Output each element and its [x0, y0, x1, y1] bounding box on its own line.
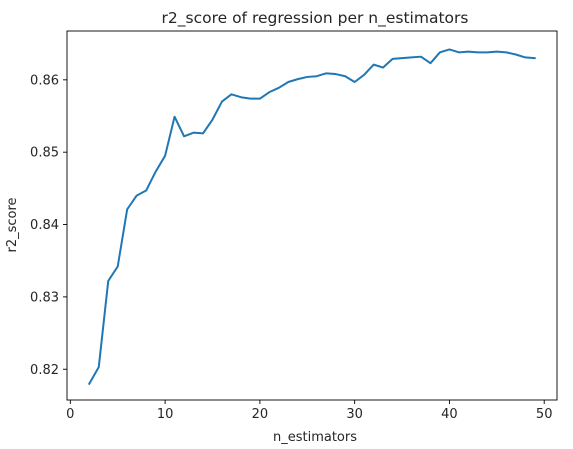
axes-frame — [66, 30, 558, 401]
plot-area: 0 10 20 30 40 50 0.82 0.83 0.84 0.85 0.86 — [30, 30, 558, 422]
x-tick-label: 30 — [346, 407, 363, 422]
x-tick-label: 40 — [441, 407, 458, 422]
y-tick-label: 0.86 — [30, 73, 59, 88]
x-tick-label: 0 — [66, 407, 74, 422]
y-tick-label: 0.82 — [30, 363, 59, 378]
chart-title: r2_score of regression per n_estimators — [162, 9, 469, 28]
x-axis-label: n_estimators — [273, 430, 357, 445]
y-tick-label: 0.83 — [30, 290, 59, 305]
y-axis-label: r2_score — [5, 197, 20, 252]
series-layer — [87, 48, 536, 386]
x-tick-label: 50 — [536, 407, 553, 422]
series-line — [87, 48, 536, 386]
x-axis-ticks: 0 10 20 30 40 50 — [66, 400, 552, 422]
x-tick-label: 20 — [252, 407, 269, 422]
y-tick-label: 0.84 — [30, 218, 59, 233]
y-tick-label: 0.85 — [30, 146, 59, 161]
x-tick-label: 10 — [157, 407, 174, 422]
y-axis-ticks: 0.82 0.83 0.84 0.85 0.86 — [30, 73, 67, 378]
